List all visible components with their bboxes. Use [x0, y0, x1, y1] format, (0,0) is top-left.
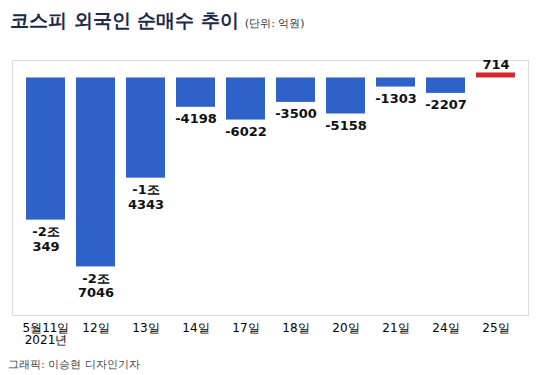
svg-text:25일: 25일: [482, 321, 509, 335]
svg-text:18일: 18일: [282, 321, 309, 335]
svg-text:21일: 21일: [382, 321, 409, 335]
html-text:코스피 외국인 순매수 추이 (단위: 억원): 코스피 외국인 순매수 추이 (단위: 억원): [10, 9, 305, 31]
svg-text:-5158: -5158: [325, 118, 367, 133]
svg-text:17일: 17일: [232, 321, 259, 335]
svg-text:-2조7046: -2조7046: [78, 271, 114, 301]
svg-text:714: 714: [482, 57, 509, 72]
svg-text:13일: 13일: [132, 321, 159, 335]
svg-text:20일: 20일: [332, 321, 359, 335]
svg-text:-2조349: -2조349: [32, 224, 59, 254]
svg-text:-3500: -3500: [275, 106, 317, 121]
svg-text:-1조4343: -1조4343: [128, 182, 164, 212]
svg-text:12일: 12일: [82, 321, 109, 335]
svg-text:-4198: -4198: [175, 111, 217, 126]
svg-text:-6022: -6022: [225, 124, 267, 139]
svg-text:5월11일2021년: 5월11일2021년: [23, 321, 70, 347]
svg-text:-2207: -2207: [425, 97, 467, 112]
svg-text:14일: 14일: [182, 321, 209, 335]
html-text:그래픽: 이승현 디자인기자: 그래픽: 이승현 디자인기자: [8, 358, 140, 371]
svg-text:-1303: -1303: [375, 91, 417, 106]
svg-text:24일: 24일: [432, 321, 459, 335]
